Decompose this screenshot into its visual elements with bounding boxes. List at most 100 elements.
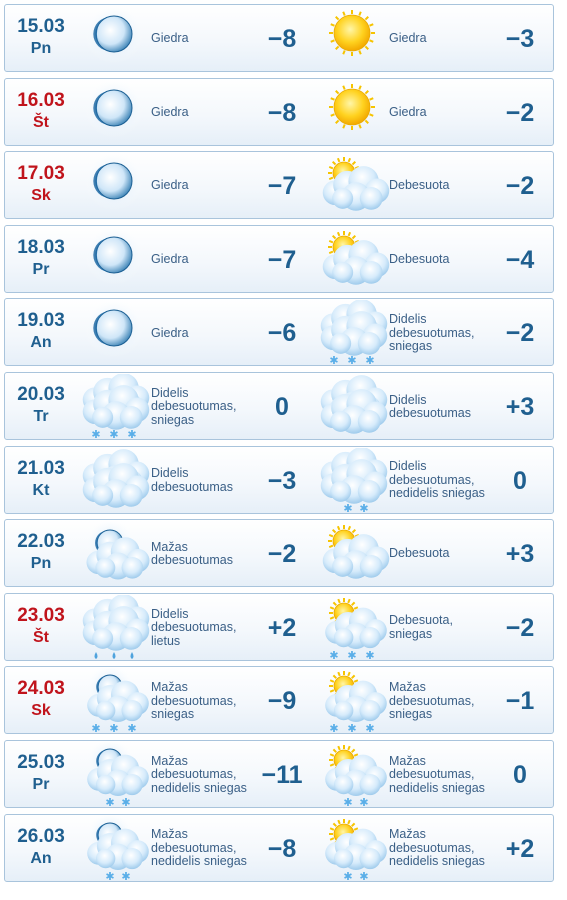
sun-cloud-snow-icon: ✱ ✱ ✱ — [318, 595, 390, 662]
svg-text:✱: ✱ — [359, 796, 368, 808]
day-temperature: +3 — [505, 540, 535, 569]
weekday-label: Kt — [32, 481, 50, 499]
day-temperature: −2 — [505, 613, 535, 642]
sun-behind-cloud-icon — [318, 227, 390, 293]
night-description: Giedra — [151, 31, 189, 46]
forecast-row: 22.03 Pn Mažas debesuotumas −2 — [4, 518, 554, 588]
clear-night-moon-icon — [80, 77, 152, 146]
date-label: 20.03 — [17, 384, 65, 405]
night-temperature: −6 — [267, 319, 297, 348]
night-description: Mažas debesuotumas, nedidelis sniegas — [151, 827, 247, 869]
overcast-icon — [80, 448, 152, 514]
night-description: Didelis debesuotumas, lietus — [151, 606, 237, 648]
date-label: 25.03 — [17, 752, 65, 773]
forecast-row: 19.03 An Giedra −6 — [4, 298, 554, 367]
night-temperature: −3 — [267, 466, 297, 495]
date-label: 16.03 — [17, 89, 65, 111]
forecast-row: 16.03 Št Giedra −8 — [4, 77, 554, 146]
svg-text:✱: ✱ — [329, 722, 338, 734]
svg-text:✱: ✱ — [343, 502, 352, 514]
date-label: 26.03 — [17, 825, 65, 847]
day-temperature: −4 — [505, 245, 535, 274]
forecast-row: 26.03 An ✱ ✱ Mažas debesuotumas, nedideli… — [4, 810, 554, 883]
day-description: Mažas debesuotumas, sniegas — [389, 680, 475, 722]
night-temperature: −8 — [267, 834, 297, 863]
svg-text:✱: ✱ — [359, 502, 368, 514]
forecast-row: 18.03 Pr Giedra −7 — [4, 224, 554, 293]
weekday-label: An — [30, 334, 52, 352]
day-temperature: −3 — [505, 25, 535, 53]
date-label: 19.03 — [17, 310, 65, 332]
weekday-label: Sk — [31, 187, 51, 205]
day-temperature: 0 — [513, 466, 527, 495]
date-label: 24.03 — [17, 678, 65, 700]
overcast-snow-icon: ✱ ✱ ✱ — [318, 299, 390, 367]
sun-cloud-light-snow-icon: ✱ ✱ — [318, 742, 390, 809]
night-temperature: −8 — [267, 98, 297, 127]
night-description: Giedra — [151, 104, 189, 119]
svg-text:✱: ✱ — [365, 354, 374, 366]
weekday-label: Pr — [32, 776, 50, 793]
night-description: Didelis debesuotumas — [151, 466, 234, 494]
night-description: Mažas debesuotumas, sniegas — [151, 680, 237, 722]
sun-icon — [318, 80, 390, 146]
svg-text:✱: ✱ — [105, 870, 114, 882]
clear-night-moon-icon — [80, 4, 152, 72]
day-description: Giedra — [389, 31, 427, 46]
day-description: Debesuota — [389, 546, 450, 561]
svg-text:✱: ✱ — [127, 722, 136, 734]
weekday-label: Sk — [31, 702, 51, 720]
moon-cloud-snow-icon: ✱ ✱ ✱ — [80, 663, 152, 735]
day-description: Debesuota — [389, 252, 450, 267]
overcast-rain-icon — [80, 593, 152, 661]
forecast-row: 15.03 Pn Giedra −8 — [4, 4, 554, 72]
clear-night-moon-icon — [80, 224, 152, 293]
day-description: Debesuota — [389, 178, 450, 193]
day-temperature: +3 — [505, 393, 535, 421]
moon-cloud-light-snow-icon: ✱ ✱ — [80, 810, 152, 883]
svg-text:✱: ✱ — [329, 354, 338, 366]
night-description: Giedra — [151, 252, 189, 267]
night-description: Giedra — [151, 325, 189, 340]
weekday-label: Št — [33, 628, 49, 646]
date-label: 15.03 — [17, 16, 65, 37]
night-temperature: +2 — [267, 613, 297, 642]
weekday-label: Pn — [30, 40, 52, 57]
forecast-row: 17.03 Sk Giedra −7 — [4, 151, 554, 220]
svg-text:✱: ✱ — [121, 796, 130, 808]
night-description: Giedra — [151, 178, 189, 193]
day-description: Didelis debesuotumas, sniegas — [389, 312, 475, 354]
sun-cloud-snow-icon: ✱ ✱ ✱ — [318, 668, 390, 735]
svg-text:✱: ✱ — [109, 722, 118, 734]
date-label: 22.03 — [17, 531, 65, 553]
night-temperature: −9 — [267, 687, 297, 716]
weekday-label: Št — [33, 113, 49, 131]
sun-cloud-light-snow-icon: ✱ ✱ — [318, 816, 390, 883]
clear-night-moon-icon — [80, 298, 152, 366]
night-description: Mažas debesuotumas, nedidelis sniegas — [151, 753, 247, 795]
day-description: Mažas debesuotumas, nedidelis sniegas — [389, 827, 485, 869]
weekday-label: Pr — [32, 260, 50, 278]
moon-behind-cloud-icon — [80, 518, 152, 587]
forecast-row: 25.03 Pr ✱ ✱ Mažas debesuotumas, nedideli… — [4, 737, 554, 809]
weekday-label: Tr — [33, 408, 49, 425]
day-description: Mažas debesuotumas, nedidelis sniegas — [389, 753, 485, 795]
weekday-label: Pn — [30, 555, 52, 573]
night-temperature: −2 — [267, 540, 297, 569]
clear-night-moon-icon — [80, 151, 152, 219]
day-temperature: −2 — [505, 319, 535, 348]
svg-text:✱: ✱ — [347, 649, 356, 661]
day-temperature: +2 — [505, 834, 535, 863]
day-description: Didelis debesuotumas — [389, 392, 472, 420]
date-label: 18.03 — [17, 236, 65, 258]
day-temperature: −1 — [505, 687, 535, 716]
day-temperature: 0 — [513, 761, 527, 789]
svg-text:✱: ✱ — [91, 722, 100, 734]
night-description: Mažas debesuotumas — [151, 539, 234, 568]
overcast-light-snow-icon: ✱ ✱ — [318, 446, 390, 515]
night-temperature: −7 — [267, 245, 297, 274]
svg-text:✱: ✱ — [109, 428, 118, 440]
svg-text:✱: ✱ — [329, 649, 338, 661]
night-temperature: −8 — [267, 25, 297, 53]
svg-text:✱: ✱ — [105, 796, 114, 808]
